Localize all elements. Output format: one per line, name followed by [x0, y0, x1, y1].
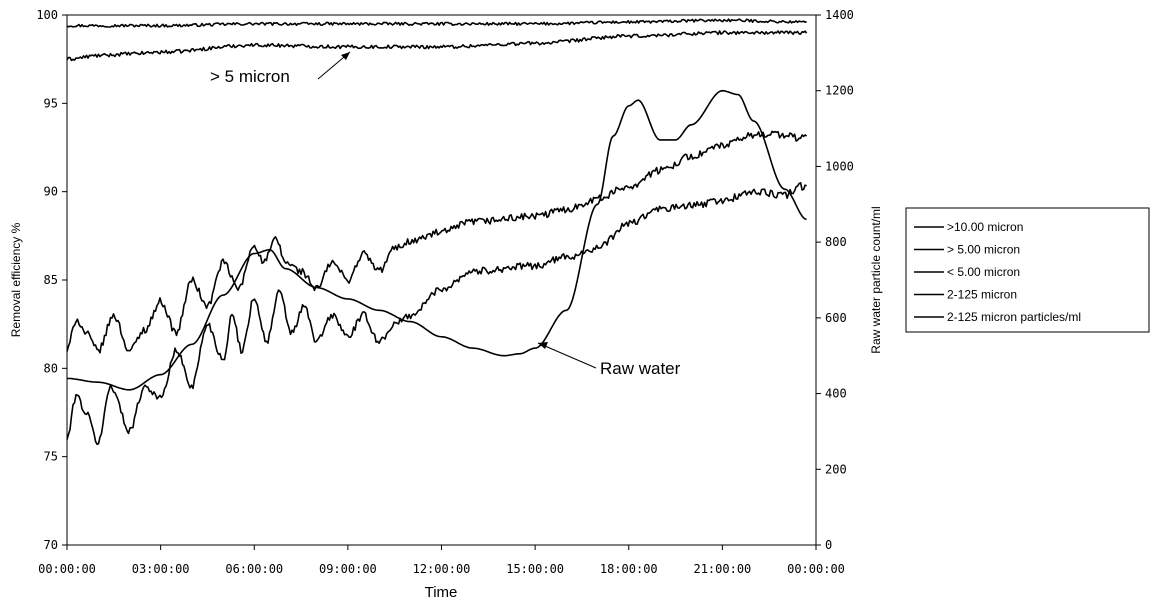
y-left-tick-label: 80 — [44, 361, 58, 375]
y-right-tick-label: 800 — [825, 235, 847, 249]
x-tick-label: 15:00:00 — [506, 562, 564, 576]
x-tick-label: 12:00:00 — [413, 562, 471, 576]
series-line-0 — [66, 18, 807, 28]
y-right-tick-label: 1200 — [825, 84, 854, 98]
legend-label: 2-125 micron — [947, 288, 1017, 302]
series-line-1 — [66, 30, 808, 62]
y-left-tick-label: 70 — [44, 538, 58, 552]
legend-label: > 5.00 micron — [947, 243, 1020, 257]
y-right-tick-label: 1400 — [825, 8, 854, 22]
y-left-tick-label: 85 — [44, 273, 58, 287]
x-tick-label: 09:00:00 — [319, 562, 377, 576]
y-right-tick-label: 1000 — [825, 159, 854, 173]
series-line-2 — [66, 130, 808, 354]
plot-area-frame — [66, 14, 817, 546]
y-right-tick-label: 600 — [825, 311, 847, 325]
x-tick-label: 00:00:00 — [38, 562, 96, 576]
x-axis-title: Time — [425, 584, 458, 601]
annotation-raw-water: Raw water — [537, 342, 681, 378]
series-line-4 — [66, 89, 807, 391]
annotation-raw-water-label: Raw water — [600, 359, 681, 378]
annotation-5-micron: > 5 micron — [210, 51, 351, 86]
y-left-tick-label: 75 — [44, 450, 58, 464]
y-axis-left-title: Removal efficiency % — [9, 222, 23, 337]
legend: >10.00 micron > 5.00 micron < 5.00 micron 2… — [905, 207, 1150, 333]
y-right-tick-label: 200 — [825, 462, 847, 476]
x-tick-label: 21:00:00 — [693, 562, 751, 576]
legend-box — [905, 207, 1150, 333]
y-left-tick-label: 90 — [44, 185, 58, 199]
legend-label: 2-125 micron particles/ml — [947, 310, 1081, 324]
annotation-5-micron-label: > 5 micron — [210, 67, 290, 86]
series-line-3 — [66, 182, 807, 445]
y-axis-right-title: Raw water particle count/ml — [869, 206, 883, 353]
legend-label: >10.00 micron — [947, 220, 1023, 234]
y-right-tick-label: 400 — [825, 387, 847, 401]
y-right-tick-label: 0 — [825, 538, 832, 552]
y-left-tick-label: 95 — [44, 96, 58, 110]
annotation-raw-water-arrowhead — [538, 342, 548, 349]
y-left-tick-label: 100 — [36, 8, 58, 22]
annotation-raw-water-arrow — [537, 342, 597, 369]
x-tick-label: 00:00:00 — [787, 562, 845, 576]
x-tick-label: 03:00:00 — [132, 562, 190, 576]
legend-label: < 5.00 micron — [947, 265, 1020, 279]
annotation-5-micron-arrowhead — [341, 52, 350, 60]
x-tick-label: 06:00:00 — [225, 562, 283, 576]
x-tick-label: 18:00:00 — [600, 562, 658, 576]
